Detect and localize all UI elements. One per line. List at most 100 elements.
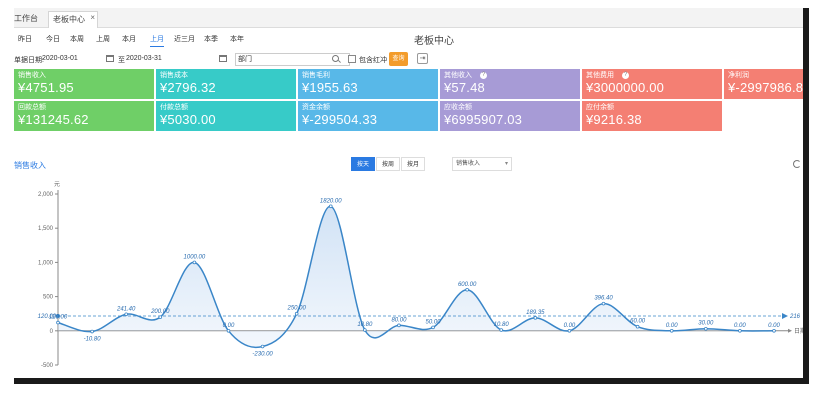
card-label: 付款总额 bbox=[160, 103, 292, 112]
app-window: 工作台 老板中心 × 昨日 今日 本周 上周 本月 上月 近三月 本季 本年 老板中心 单据日期… bbox=[14, 8, 809, 384]
include-red-checkbox[interactable] bbox=[348, 55, 356, 63]
data-label: 120.00 bbox=[49, 315, 68, 321]
data-label: 60.00 bbox=[630, 319, 646, 325]
card-label-text: 应收余额 bbox=[444, 104, 472, 111]
data-label: -10.80 bbox=[84, 337, 102, 343]
range-button[interactable]: 近三月 bbox=[174, 36, 195, 43]
data-point bbox=[363, 328, 367, 332]
data-point bbox=[635, 324, 640, 329]
include-red-label: 包含红冲 bbox=[359, 57, 387, 64]
view-mode-button[interactable]: 按天 bbox=[351, 157, 375, 171]
data-point bbox=[669, 329, 674, 333]
card-value: ¥9216.38 bbox=[586, 112, 642, 127]
card-label: 其他收入? bbox=[444, 71, 576, 80]
card-label: 应收余额 bbox=[444, 103, 576, 112]
help-icon[interactable]: ? bbox=[622, 71, 629, 79]
x-tick-label: 2020-03-11 bbox=[384, 379, 415, 384]
summary-card[interactable]: 销售成本 ¥2796.32 bbox=[156, 69, 296, 99]
average-value-label: 216 bbox=[789, 314, 801, 320]
filter-bar: 单据日期: 2020-03-01 至 2020-03-31 部门 包含红冲 查询… bbox=[14, 52, 803, 68]
tab-workbench[interactable]: 工作台 bbox=[14, 14, 38, 23]
view-mode-button[interactable]: 按月 bbox=[401, 157, 425, 171]
summary-card[interactable]: 付款总额 ¥5030.00 bbox=[156, 101, 296, 131]
calendar-icon[interactable] bbox=[106, 55, 114, 62]
summary-card[interactable]: 其他费用? ¥3000000.00 bbox=[582, 69, 722, 99]
summary-card[interactable]: 应付余额 ¥9216.38 bbox=[582, 101, 722, 131]
data-label: 396.40 bbox=[594, 296, 613, 302]
data-label: 0.00 bbox=[564, 323, 576, 329]
data-point bbox=[260, 344, 265, 349]
date-range-bar: 昨日 今日 本周 上周 本月 上月 近三月 本季 本年 bbox=[14, 32, 803, 48]
data-label: -230.00 bbox=[252, 352, 273, 358]
x-axis-arrow bbox=[788, 328, 792, 333]
x-tick-label: 2020-03-05 bbox=[179, 379, 210, 384]
card-label: 销售收入 bbox=[18, 71, 150, 80]
metric-select[interactable]: 销售收入 bbox=[452, 157, 512, 171]
card-label: 净利润 bbox=[728, 71, 803, 80]
tab-boss-center[interactable]: 老板中心 × bbox=[48, 11, 98, 28]
query-button[interactable]: 查询 bbox=[389, 52, 408, 66]
card-value: ¥5030.00 bbox=[160, 112, 216, 127]
range-button[interactable]: 本月 bbox=[122, 36, 136, 43]
summary-card[interactable]: 其他收入? ¥57.48 bbox=[440, 69, 580, 99]
data-label: 0.00 bbox=[734, 323, 746, 329]
data-point bbox=[704, 326, 708, 331]
data-point bbox=[431, 325, 435, 330]
card-label-text: 销售成本 bbox=[160, 72, 188, 79]
summary-card[interactable]: 销售毛利 ¥1955.63 bbox=[298, 69, 438, 99]
range-button[interactable]: 本季 bbox=[204, 36, 218, 43]
card-label-text: 其他费用 bbox=[586, 72, 614, 79]
data-point bbox=[158, 315, 163, 319]
data-point bbox=[499, 328, 504, 332]
range-button[interactable]: 上月 bbox=[150, 34, 164, 47]
data-label: 0.00 bbox=[666, 323, 678, 329]
data-point bbox=[226, 329, 231, 333]
card-value: ¥131245.62 bbox=[18, 112, 89, 127]
x-tick-label: 2020-03-19 bbox=[656, 379, 687, 384]
summary-card[interactable]: 销售收入 ¥4751.95 bbox=[14, 69, 154, 99]
x-tick-label: 2020-03-03 bbox=[111, 379, 142, 384]
card-label: 销售毛利 bbox=[302, 71, 434, 80]
card-label-text: 净利润 bbox=[728, 72, 749, 79]
y-tick-label: 500 bbox=[43, 295, 54, 301]
data-point bbox=[567, 329, 572, 333]
summary-card[interactable]: 应收余额 ¥6995907.03 bbox=[440, 101, 580, 131]
view-mode-button[interactable]: 按周 bbox=[376, 157, 400, 171]
close-icon[interactable]: × bbox=[90, 13, 95, 22]
data-label: 10.80 bbox=[357, 322, 373, 328]
export-icon[interactable]: ⇥ bbox=[417, 53, 428, 64]
y-tick-label: 2,000 bbox=[38, 192, 54, 198]
y-tick-label: -500 bbox=[41, 363, 54, 369]
data-label: 50.00 bbox=[426, 319, 442, 325]
data-point bbox=[738, 329, 742, 333]
summary-card[interactable]: 回款总额 ¥131245.62 bbox=[14, 101, 154, 131]
summary-card[interactable]: 净利润 ¥-2997986.89 bbox=[724, 69, 803, 99]
range-separator: 至 bbox=[118, 57, 125, 64]
card-label: 销售成本 bbox=[160, 71, 292, 80]
search-icon[interactable] bbox=[332, 55, 339, 62]
refresh-icon[interactable] bbox=[793, 160, 801, 168]
range-button[interactable]: 本年 bbox=[230, 36, 244, 43]
y-axis-label: 元 bbox=[54, 181, 60, 188]
card-label: 资金余额 bbox=[302, 103, 434, 112]
summary-card[interactable]: 资金余额 ¥-299504.33 bbox=[298, 101, 438, 131]
data-label: 0.00 bbox=[223, 323, 235, 329]
average-start-marker bbox=[56, 314, 60, 319]
calendar-icon[interactable] bbox=[219, 55, 227, 62]
data-point bbox=[56, 320, 60, 325]
help-icon[interactable]: ? bbox=[480, 71, 487, 79]
card-label: 其他费用? bbox=[586, 71, 718, 80]
x-axis-label: 日期 bbox=[794, 327, 806, 335]
average-start-label: 120.00 bbox=[38, 314, 57, 320]
data-point bbox=[294, 311, 299, 316]
range-button[interactable]: 本周 bbox=[70, 36, 84, 43]
end-date-input[interactable]: 2020-03-31 bbox=[126, 55, 162, 62]
date-filter-label: 单据日期: bbox=[14, 57, 44, 64]
range-button[interactable]: 昨日 bbox=[18, 36, 32, 43]
start-date-input[interactable]: 2020-03-01 bbox=[42, 55, 78, 62]
x-tick-label: 2020-03-21 bbox=[725, 379, 756, 384]
range-button[interactable]: 今日 bbox=[46, 36, 60, 43]
card-value: ¥57.48 bbox=[444, 80, 485, 95]
range-button[interactable]: 上周 bbox=[96, 36, 110, 43]
card-value: ¥4751.95 bbox=[18, 80, 74, 95]
